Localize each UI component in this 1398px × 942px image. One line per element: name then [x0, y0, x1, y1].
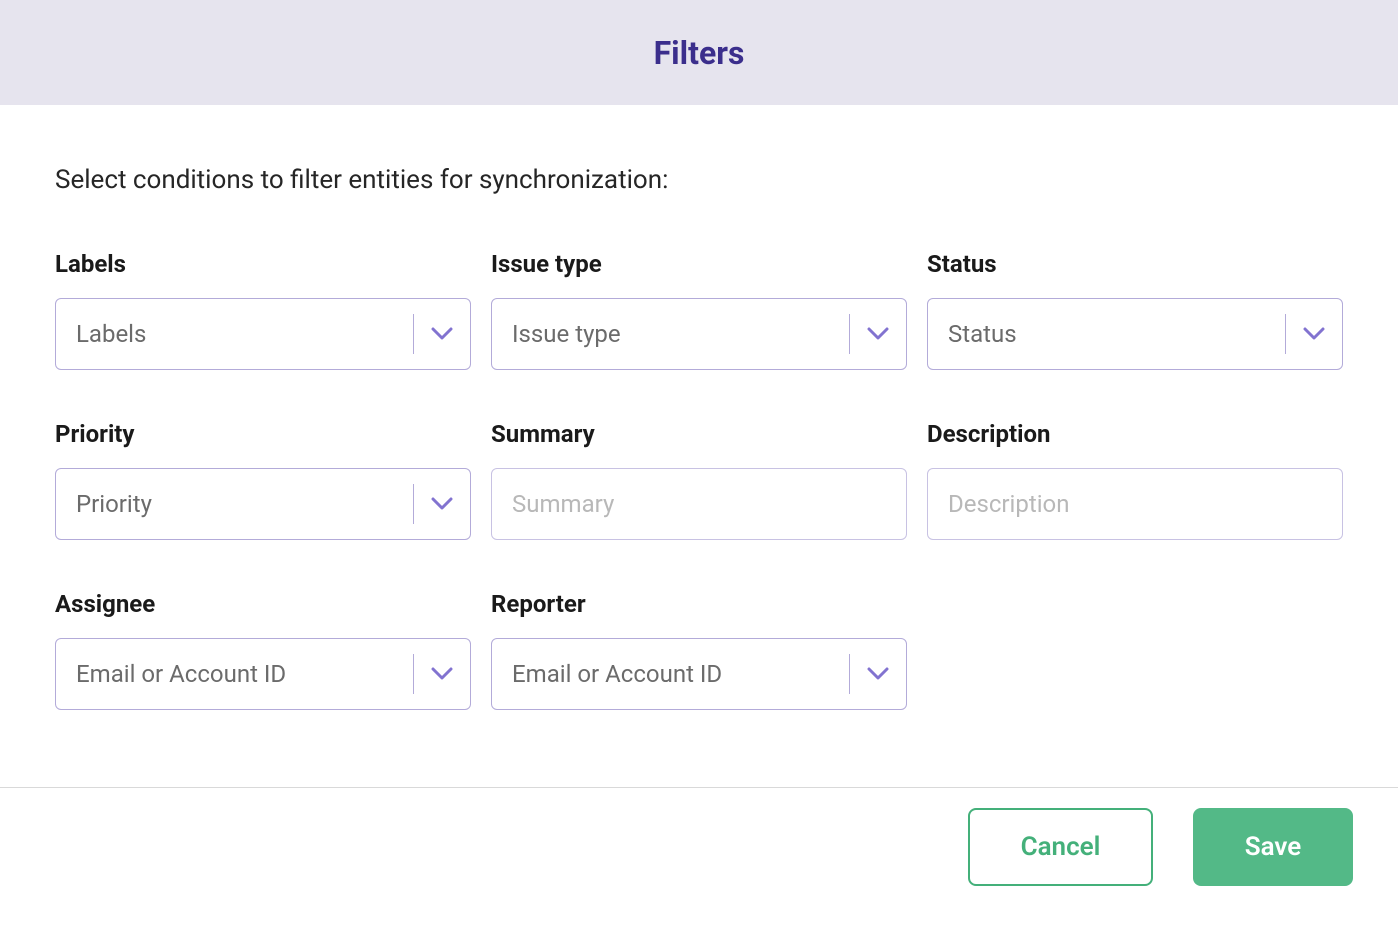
field-labels: Labels Labels	[55, 250, 471, 370]
reporter-chevron	[850, 667, 906, 681]
field-issue-type: Issue type Issue type	[491, 250, 907, 370]
summary-input[interactable]	[491, 468, 907, 540]
field-status: Status Status	[927, 250, 1343, 370]
priority-label: Priority	[55, 420, 471, 448]
summary-label: Summary	[491, 420, 907, 448]
chevron-down-icon	[431, 497, 453, 511]
instruction-text: Select conditions to filter entities for…	[55, 165, 1343, 195]
assignee-select[interactable]: Email or Account ID	[55, 638, 471, 710]
labels-select[interactable]: Labels	[55, 298, 471, 370]
field-description: Description	[927, 420, 1343, 540]
status-select-text: Status	[928, 320, 1285, 348]
chevron-down-icon	[431, 327, 453, 341]
chevron-down-icon	[431, 667, 453, 681]
assignee-label: Assignee	[55, 590, 471, 618]
reporter-select[interactable]: Email or Account ID	[491, 638, 907, 710]
priority-select[interactable]: Priority	[55, 468, 471, 540]
reporter-label: Reporter	[491, 590, 907, 618]
content: Select conditions to filter entities for…	[0, 105, 1398, 750]
chevron-down-icon	[867, 327, 889, 341]
header: Filters	[0, 0, 1398, 105]
field-assignee: Assignee Email or Account ID	[55, 590, 471, 710]
issue-type-label: Issue type	[491, 250, 907, 278]
issue-type-select[interactable]: Issue type	[491, 298, 907, 370]
field-priority: Priority Priority	[55, 420, 471, 540]
reporter-select-text: Email or Account ID	[492, 660, 849, 688]
labels-chevron	[414, 327, 470, 341]
footer: Cancel Save	[0, 787, 1398, 942]
issue-type-chevron	[850, 327, 906, 341]
description-input[interactable]	[927, 468, 1343, 540]
labels-select-text: Labels	[56, 320, 413, 348]
assignee-chevron	[414, 667, 470, 681]
priority-chevron	[414, 497, 470, 511]
status-label: Status	[927, 250, 1343, 278]
field-reporter: Reporter Email or Account ID	[491, 590, 907, 710]
filter-grid: Labels Labels Issue type Issue type	[55, 250, 1343, 710]
cancel-button[interactable]: Cancel	[968, 808, 1153, 886]
issue-type-select-text: Issue type	[492, 320, 849, 348]
status-select[interactable]: Status	[927, 298, 1343, 370]
field-summary: Summary	[491, 420, 907, 540]
save-button[interactable]: Save	[1193, 808, 1353, 886]
chevron-down-icon	[867, 667, 889, 681]
description-label: Description	[927, 420, 1343, 448]
chevron-down-icon	[1303, 327, 1325, 341]
page-title: Filters	[654, 34, 745, 72]
status-chevron	[1286, 327, 1342, 341]
assignee-select-text: Email or Account ID	[56, 660, 413, 688]
priority-select-text: Priority	[56, 490, 413, 518]
labels-label: Labels	[55, 250, 471, 278]
